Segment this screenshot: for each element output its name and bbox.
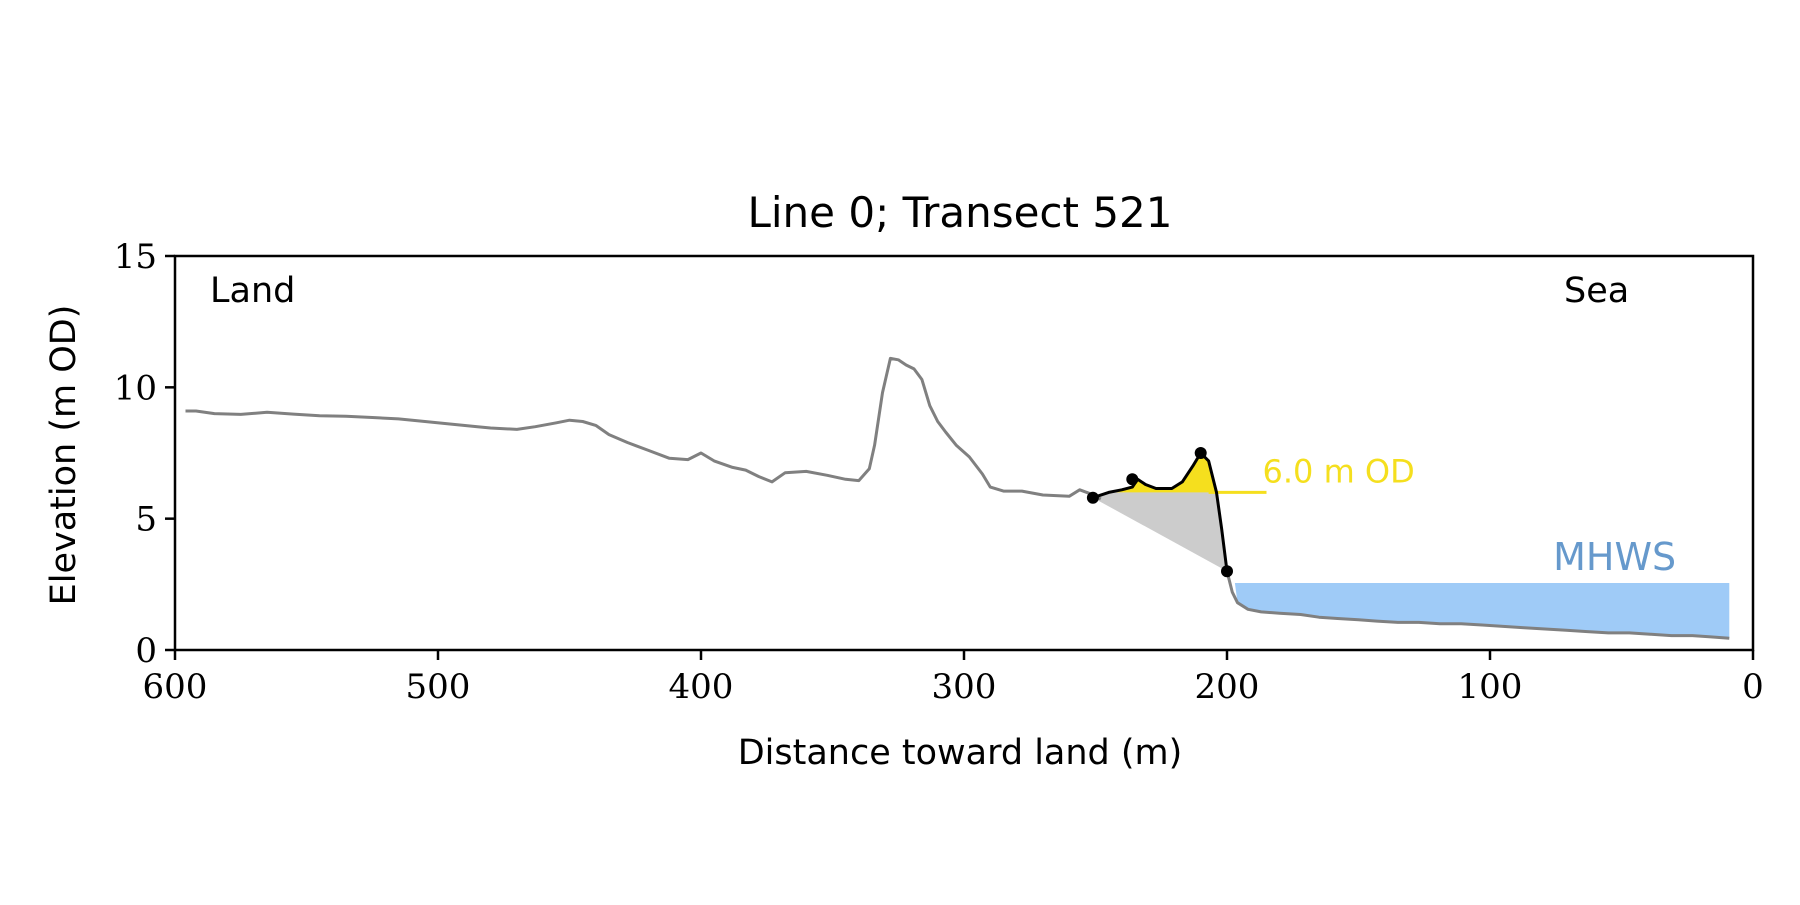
- y-tick-label-5: 5: [135, 500, 157, 540]
- x-axis-label: Distance toward land (m): [738, 733, 1183, 773]
- profile-line-seaward: [1225, 570, 1730, 640]
- sea-label: Sea: [1564, 271, 1629, 311]
- plot-frame: [173, 254, 1755, 652]
- plot-area: 6.0 m OD MHWS: [185, 356, 1730, 640]
- axis-ticks: 600 500 400 300 200 100 0 0 5 10 15: [114, 237, 1764, 707]
- land-label: Land: [210, 271, 295, 311]
- y-tick-label-15: 15: [114, 237, 157, 277]
- threshold-label: 6.0 m OD: [1263, 452, 1415, 490]
- y-tick-label-0: 0: [135, 631, 157, 671]
- x-tick-label-100: 100: [1458, 667, 1523, 707]
- feature-marker-3: [1194, 447, 1207, 459]
- x-tick-label-0: 0: [1742, 667, 1764, 707]
- mhws-water-band: [1234, 583, 1730, 639]
- x-tick-label-300: 300: [932, 667, 997, 707]
- chart-title: Line 0; Transect 521: [747, 188, 1172, 237]
- x-tick-label-200: 200: [1195, 667, 1260, 707]
- mhws-label: MHWS: [1553, 535, 1676, 579]
- x-tick-label-500: 500: [406, 667, 471, 707]
- feature-marker-2: [1126, 473, 1139, 486]
- y-tick-label-10: 10: [114, 368, 157, 408]
- x-tick-label-600: 600: [143, 667, 208, 707]
- feature-marker-1: [1086, 491, 1099, 504]
- feature-line: [1092, 451, 1229, 572]
- y-axis-label: Elevation (m OD): [44, 305, 84, 606]
- feature-marker-4: [1221, 565, 1233, 578]
- profile-line-landward: [185, 356, 1102, 501]
- x-tick-label-400: 400: [669, 667, 734, 707]
